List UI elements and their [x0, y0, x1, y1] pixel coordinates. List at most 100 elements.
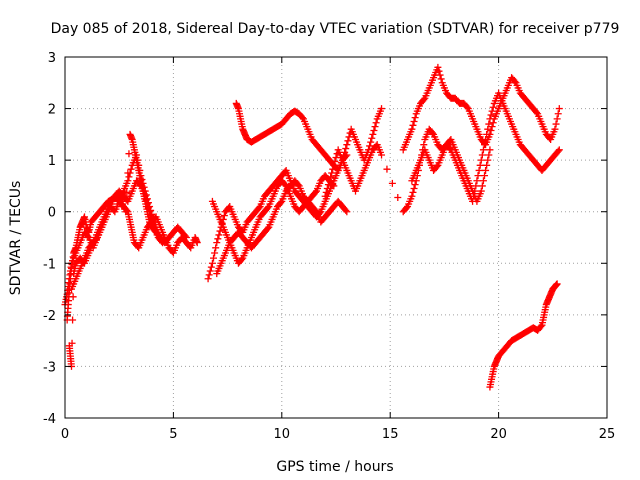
- data-point: [159, 239, 167, 247]
- data-point: [327, 173, 335, 181]
- data-point: [463, 103, 471, 111]
- data-point: [69, 293, 77, 301]
- series-s12: [61, 151, 167, 309]
- data-point: [481, 172, 489, 180]
- data-point: [368, 134, 376, 142]
- data-point: [483, 161, 491, 169]
- data-point: [136, 181, 144, 189]
- y-tick-label: -2: [43, 309, 56, 324]
- data-point: [143, 195, 151, 203]
- data-point: [211, 249, 219, 257]
- data-point: [342, 145, 350, 153]
- data-point: [420, 96, 428, 104]
- data-point: [411, 181, 419, 189]
- data-point: [140, 183, 148, 191]
- y-tick-label: 3: [48, 51, 56, 66]
- data-point: [554, 110, 562, 118]
- data-point: [133, 151, 141, 159]
- data-point: [281, 181, 289, 189]
- data-point: [475, 166, 483, 174]
- data-point: [220, 212, 228, 220]
- data-point: [125, 173, 133, 181]
- data-point: [148, 210, 156, 218]
- y-tick-label: -3: [43, 360, 56, 375]
- plot-frame: [64, 56, 608, 419]
- data-point: [489, 103, 497, 111]
- data-point: [470, 192, 478, 200]
- data-point: [479, 177, 487, 185]
- data-point: [484, 156, 492, 164]
- data-point: [264, 204, 272, 212]
- data-point: [207, 263, 215, 271]
- data-point: [144, 199, 152, 207]
- y-tick-label: -4: [43, 412, 56, 427]
- data-point: [487, 126, 495, 134]
- data-point: [476, 161, 484, 169]
- y-axis-label: SDTVAR / TECUs: [8, 181, 24, 296]
- data-point: [369, 130, 377, 138]
- data-point: [141, 187, 149, 195]
- data-point: [436, 71, 444, 79]
- data-point: [408, 125, 416, 133]
- data-point: [204, 275, 212, 283]
- data-point: [69, 316, 77, 324]
- data-point: [123, 206, 131, 214]
- data-point: [149, 214, 157, 222]
- data-point: [408, 192, 416, 200]
- data-point: [324, 181, 332, 189]
- data-point: [477, 156, 485, 164]
- data-point: [134, 156, 142, 164]
- data-point: [126, 169, 134, 177]
- data-point: [446, 145, 454, 153]
- data-point: [264, 224, 272, 232]
- data-point: [471, 187, 479, 195]
- data-point: [489, 119, 497, 127]
- data-point: [331, 157, 339, 165]
- data-point: [555, 105, 563, 113]
- data-point: [482, 136, 490, 144]
- data-point: [473, 177, 481, 185]
- data-point: [479, 146, 487, 154]
- data-point: [511, 77, 519, 85]
- data-point: [137, 172, 145, 180]
- chart-title: Day 085 of 2018, Sidereal Day-to-day VTE…: [51, 21, 620, 37]
- data-point: [323, 185, 331, 193]
- data-point: [84, 232, 92, 240]
- data-point: [469, 197, 477, 205]
- data-point: [378, 105, 386, 113]
- data-point: [472, 182, 480, 190]
- data-point: [372, 119, 380, 127]
- data-point: [433, 163, 441, 171]
- data-point: [210, 254, 218, 262]
- data-point: [553, 280, 561, 288]
- series-s7: [232, 99, 386, 174]
- data-point: [193, 239, 201, 247]
- data-point: [142, 191, 150, 199]
- data-point: [135, 161, 143, 169]
- data-point: [127, 165, 135, 173]
- data-point: [311, 206, 319, 214]
- data-point: [371, 123, 379, 131]
- data-point: [330, 182, 338, 190]
- data-point: [478, 182, 486, 190]
- data-point: [555, 146, 563, 154]
- data-point: [383, 165, 391, 173]
- data-point: [277, 199, 285, 207]
- data-point: [483, 130, 491, 138]
- tick-layer: 0 5 10 15 20 25 -4 -3 -2 -1 0 1 2 3: [43, 51, 615, 442]
- data-point: [208, 259, 216, 267]
- data-point: [485, 151, 493, 159]
- data-point: [342, 206, 350, 214]
- data-point: [322, 188, 330, 196]
- data-point: [343, 141, 351, 149]
- data-point: [537, 322, 545, 330]
- data-point: [410, 117, 418, 125]
- data-point: [298, 114, 306, 122]
- data-point: [551, 125, 559, 133]
- data-point: [370, 126, 378, 134]
- data-point: [68, 339, 76, 347]
- data-point: [325, 177, 333, 185]
- data-point: [486, 146, 494, 154]
- data-point: [378, 151, 386, 159]
- data-point: [434, 63, 442, 71]
